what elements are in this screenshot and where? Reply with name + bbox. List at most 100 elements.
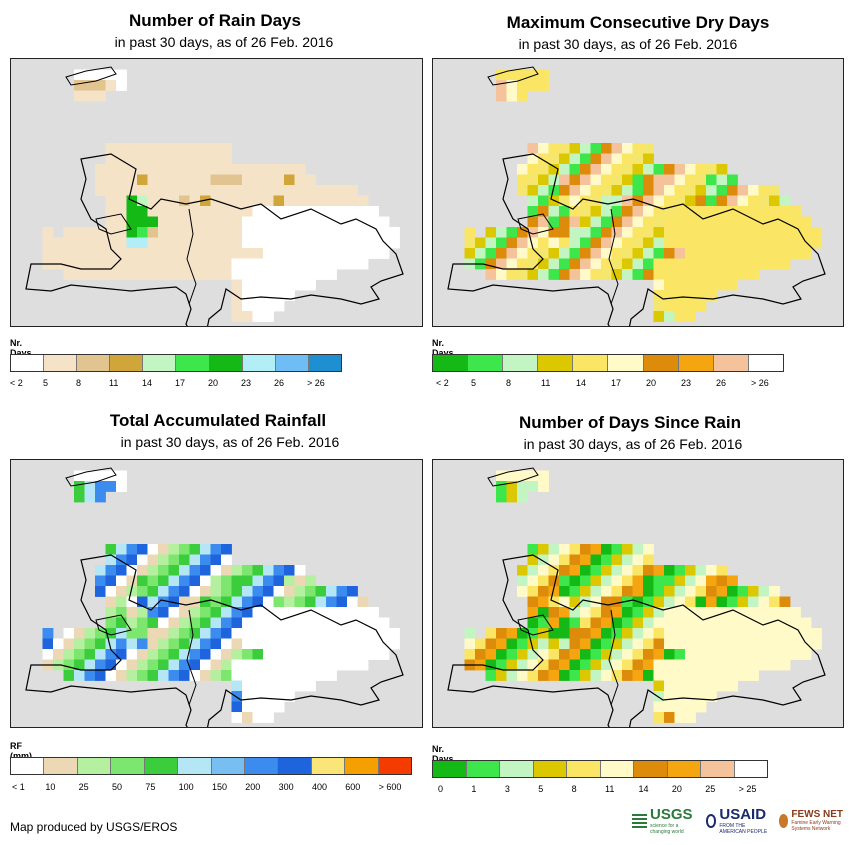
grid-cell xyxy=(559,638,570,650)
grid-cell xyxy=(252,237,264,249)
grid-cell xyxy=(179,554,190,566)
grid-cell xyxy=(559,554,570,566)
grid-cell xyxy=(464,649,476,660)
grid-cell xyxy=(527,470,539,482)
legend-labels: < 2 5 8 11 14 17 20 23 26 > 26 xyxy=(10,378,340,388)
grid-cell xyxy=(147,607,159,618)
grid-cell xyxy=(538,628,549,639)
grid-cell xyxy=(622,554,633,566)
grid-cell xyxy=(653,680,665,692)
grid-cell xyxy=(168,628,180,639)
grid-cell xyxy=(137,575,148,587)
legend-swatch xyxy=(713,355,749,371)
grid-cell xyxy=(263,638,274,650)
grid-cell xyxy=(126,164,138,175)
grid-cell xyxy=(506,670,518,681)
grid-cell xyxy=(95,481,106,492)
grid-cell xyxy=(273,596,285,608)
grid-cell xyxy=(580,617,591,629)
grid-cell xyxy=(105,216,117,228)
grid-cell xyxy=(336,649,348,660)
grid-cell xyxy=(664,596,675,608)
grid-cell xyxy=(137,174,148,186)
grid-cell xyxy=(664,659,675,671)
grid-cell xyxy=(84,628,96,639)
grid-cell xyxy=(653,628,665,639)
grid-cell xyxy=(95,575,106,587)
grid-cell xyxy=(84,237,96,249)
grid-cell xyxy=(189,185,201,196)
grid-cell xyxy=(580,670,591,681)
grid-cell xyxy=(716,227,728,238)
grid-cell xyxy=(116,586,127,597)
grid-cell xyxy=(252,596,264,608)
grid-cell xyxy=(569,258,581,270)
grid-cell xyxy=(294,279,306,291)
grid-cell xyxy=(231,659,243,671)
tortuga-island-outline xyxy=(65,467,117,487)
grid-cell xyxy=(158,164,169,175)
grid-cell xyxy=(116,628,127,639)
grid-cell xyxy=(95,565,106,576)
grid-cell xyxy=(326,195,337,207)
grid-cell xyxy=(336,258,348,270)
grid-cell xyxy=(653,311,665,322)
grid-cell xyxy=(643,617,654,629)
legend-title: Nr. Days xyxy=(432,338,454,358)
grid-cell xyxy=(221,248,232,259)
grid-cell xyxy=(105,80,117,91)
grid-cell xyxy=(305,670,316,681)
legend-title: RF (mm) xyxy=(10,741,32,761)
legend-label: 20 xyxy=(646,378,657,388)
grid-cell xyxy=(84,248,96,259)
grid-cell xyxy=(601,670,612,681)
grid-cell xyxy=(674,206,686,217)
grid-cell xyxy=(252,216,264,228)
grid-cell xyxy=(168,185,180,196)
grid-cell xyxy=(53,237,64,249)
grid-cell xyxy=(527,174,539,186)
grid-cell xyxy=(105,174,117,186)
grid-cell xyxy=(506,638,518,650)
grid-cell xyxy=(685,628,696,639)
grid-cell xyxy=(284,290,295,301)
grid-cell xyxy=(779,638,791,650)
grid-cell xyxy=(727,670,738,681)
grid-cell xyxy=(95,659,106,671)
grid-cell xyxy=(716,680,728,692)
grid-cell xyxy=(695,227,707,238)
grid-cell xyxy=(231,575,243,587)
grid-cell xyxy=(231,290,243,301)
grid-cell xyxy=(242,638,253,650)
grid-cell xyxy=(231,680,243,692)
grid-cell xyxy=(137,565,148,576)
grid-cell xyxy=(116,481,127,492)
grid-cell xyxy=(790,617,801,629)
grid-cell xyxy=(548,258,560,270)
grid-cell xyxy=(685,164,696,175)
grid-cell xyxy=(126,216,138,228)
grid-cell xyxy=(137,269,148,280)
map-dry-days xyxy=(432,58,844,327)
grid-cell xyxy=(643,206,654,217)
grid-cell xyxy=(336,195,348,207)
grid-cell xyxy=(674,258,686,270)
grid-cell xyxy=(685,269,696,280)
grid-cell xyxy=(590,649,602,660)
grid-cell xyxy=(706,596,717,608)
grid-cell xyxy=(147,638,159,650)
grid-cell xyxy=(42,227,54,238)
grid-cell xyxy=(336,596,348,608)
grid-cell xyxy=(748,227,759,238)
tortuga-island-outline xyxy=(487,66,539,86)
grid-cell xyxy=(63,659,75,671)
grid-cell xyxy=(200,586,211,597)
grid-cell xyxy=(95,628,106,639)
grid-cell xyxy=(210,269,222,280)
grid-cell xyxy=(315,185,327,196)
grid-cell xyxy=(221,670,232,681)
grid-cell xyxy=(674,248,686,259)
grid-cell xyxy=(158,659,169,671)
grid-cell xyxy=(611,269,623,280)
grid-cell xyxy=(189,565,201,576)
